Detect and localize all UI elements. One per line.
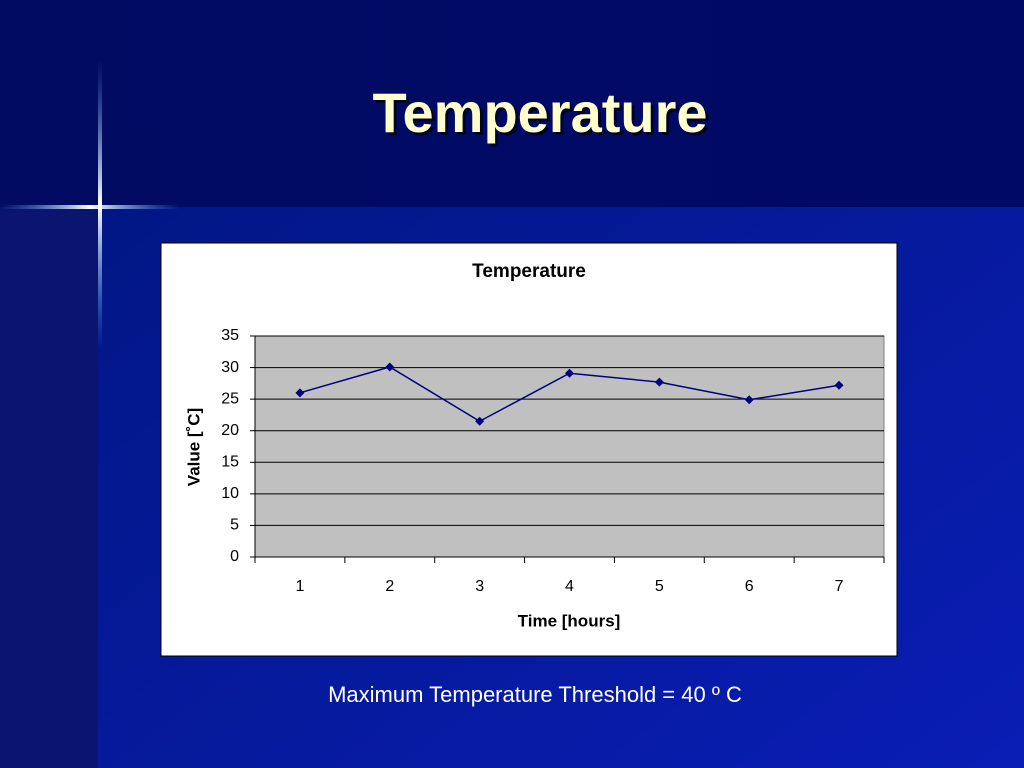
x-axis-label: Time [hours] — [518, 611, 621, 630]
y-tick-label: 25 — [221, 390, 239, 407]
data-point — [565, 368, 574, 378]
y-tick-label: 30 — [221, 359, 239, 376]
sparkle-h — [0, 205, 180, 209]
y-tick-label: 20 — [221, 422, 239, 439]
x-tick-label: 7 — [835, 578, 844, 595]
x-tick-label: 3 — [475, 578, 484, 595]
data-point — [834, 380, 844, 390]
data-point — [744, 395, 754, 405]
x-tick-label: 5 — [655, 578, 664, 595]
y-tick-label: 15 — [221, 454, 239, 471]
top-band — [0, 0, 1024, 207]
sparkle-v — [98, 60, 102, 350]
data-point — [654, 377, 664, 387]
data-point — [385, 362, 395, 372]
data-point — [295, 388, 305, 398]
x-tick-label: 2 — [385, 578, 394, 595]
plot: 0 5 10 15 20 25 30 35 1 2 3 4 5 6 7 — [221, 327, 885, 595]
slide-title: Temperature — [372, 81, 707, 144]
y-tick-label: 0 — [230, 548, 239, 565]
x-tick-label: 4 — [565, 578, 574, 595]
data-point — [475, 416, 485, 426]
y-tick-label: 5 — [230, 517, 239, 534]
caption: Maximum Temperature Threshold = 40 º C — [328, 682, 742, 707]
x-tick-label: 6 — [745, 578, 754, 595]
y-tick-label: 10 — [221, 485, 239, 502]
y-tick-label: 35 — [221, 327, 239, 344]
x-tick-label: 1 — [295, 578, 304, 595]
chart-title: Temperature — [472, 261, 586, 282]
title-shadow: Temperature — [375, 84, 710, 147]
y-axis-label: Value [˚C] — [184, 408, 203, 486]
